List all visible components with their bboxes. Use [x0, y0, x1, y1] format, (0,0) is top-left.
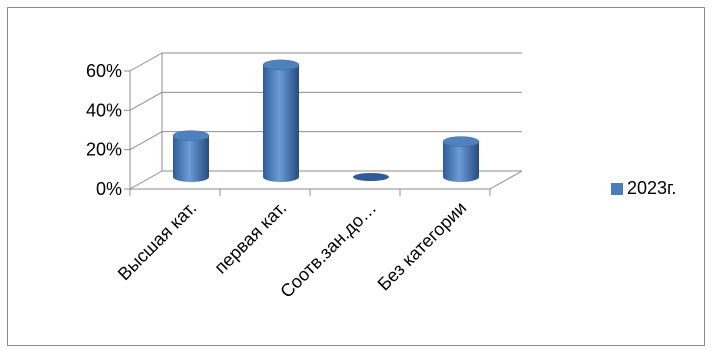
bars [172, 59, 480, 182]
y-tick-label: 40% [86, 100, 122, 120]
bar-body [173, 135, 209, 182]
x-tick-label: Высшая кат. [114, 198, 200, 284]
bar [262, 59, 300, 182]
legend-label: 2023г. [627, 178, 677, 198]
bar-body [443, 141, 479, 182]
bar-body [263, 64, 299, 182]
gridline-diagonal [129, 131, 163, 151]
x-tick-label: Соотв.зан.до… [276, 198, 380, 302]
bar [353, 173, 389, 181]
legend: 2023г. [611, 178, 676, 199]
y-tick-label: 60% [86, 61, 122, 81]
x-tick-label: первая кат. [210, 198, 290, 278]
axes [124, 53, 523, 196]
bar [172, 130, 210, 182]
bar-top [262, 59, 300, 71]
bar-top [172, 130, 210, 141]
legend-swatch [611, 182, 623, 195]
x-tick-label: Без категории [374, 198, 471, 295]
bar-top [442, 136, 480, 147]
y-tick-label: 0% [96, 179, 122, 199]
gridline-diagonal [129, 52, 163, 72]
y-tick-label: 20% [86, 140, 122, 160]
floor-right-edge [489, 170, 523, 190]
gridline-diagonal [129, 170, 163, 190]
gridline-diagonal [129, 91, 163, 111]
bar [442, 136, 480, 182]
bar-top [353, 173, 389, 181]
